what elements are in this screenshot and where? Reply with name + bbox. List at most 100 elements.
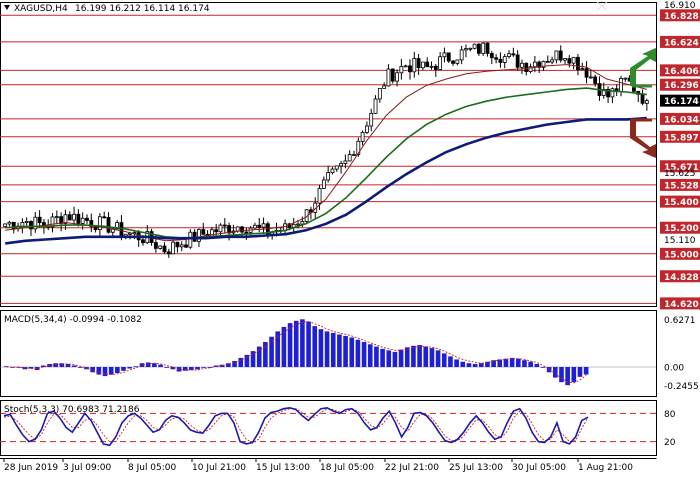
macd-bar	[250, 351, 256, 368]
macd-bar	[4, 366, 9, 368]
candle-body	[545, 60, 550, 63]
stoch-main-line	[3, 406, 589, 447]
candle-body	[532, 61, 537, 68]
macd-bar	[10, 367, 15, 368]
level-price-badge	[660, 9, 700, 22]
macd-bar	[552, 367, 558, 378]
macd-bar	[170, 367, 176, 370]
candle-body	[222, 224, 227, 227]
candle-body	[610, 88, 615, 98]
level-price-label: 15.200	[664, 224, 699, 234]
macd-bar	[189, 367, 194, 371]
moving-average-line	[5, 87, 647, 240]
level-price-badge	[660, 247, 700, 260]
macd-bar	[330, 332, 336, 368]
macd-axis-label: 0.6271	[664, 316, 696, 326]
candle-body	[347, 154, 352, 162]
macd-bar	[121, 367, 126, 371]
candle-body	[528, 66, 533, 72]
candle-body	[253, 224, 257, 229]
level-price-badge	[660, 64, 700, 77]
candle-body	[619, 78, 623, 92]
candle-body	[128, 232, 132, 235]
macd-axis-label: 0.00	[664, 364, 684, 374]
candle-body	[446, 52, 451, 62]
candle-body	[360, 132, 365, 142]
candle-body	[184, 244, 188, 248]
macd-bar	[275, 331, 281, 368]
candle-body	[162, 245, 167, 253]
moving-average-line	[5, 116, 647, 245]
candle-body	[214, 229, 219, 233]
close-icon	[596, 1, 608, 11]
candle-body	[567, 58, 572, 64]
candle-body	[502, 56, 507, 63]
level-price-label: 15.671	[664, 163, 699, 173]
macd-bar	[164, 367, 170, 368]
candle-body	[261, 223, 266, 228]
macd-bar	[546, 367, 552, 373]
macd-axis-label: -0.2455	[664, 382, 699, 392]
macd-bar	[195, 367, 200, 370]
stoch-axis-label: 20	[664, 438, 676, 448]
time-axis-label: 22 Jul 21:00	[385, 463, 439, 473]
candle-body	[558, 50, 563, 61]
macd-bar	[540, 367, 546, 368]
time-axis-label: 1 Aug 21:00	[578, 463, 633, 473]
candle-body	[244, 231, 249, 234]
candle-body	[141, 239, 145, 244]
arrow-down-icon	[630, 118, 656, 158]
panel-frame-1	[0, 2, 657, 307]
candle-body	[472, 43, 477, 49]
candle-body	[395, 72, 399, 82]
macd-bar	[232, 360, 237, 368]
candle-body	[300, 220, 305, 225]
candle-body	[63, 214, 68, 224]
candle-body	[80, 217, 85, 224]
macd-bar	[59, 363, 65, 368]
candle-body	[3, 223, 8, 227]
moving-average-line	[5, 64, 647, 242]
candle-body	[606, 88, 610, 98]
level-price-badge	[660, 160, 700, 173]
candle-body	[403, 65, 408, 68]
symbol-title: XAGUSD,H4	[14, 4, 68, 14]
level-price-label: 16.828	[664, 12, 699, 22]
candle-body	[438, 56, 443, 70]
candle-body	[257, 224, 262, 228]
level-price-badge	[660, 78, 700, 91]
time-axis-label: 28 Jun 2019	[4, 463, 58, 473]
candle-body	[580, 68, 585, 71]
ohlc-values: 16.199 16.212 16.114 16.174	[75, 4, 210, 14]
candle-body	[464, 48, 468, 51]
candle-body	[498, 58, 503, 63]
macd-bar	[176, 367, 182, 372]
macd-bar	[565, 367, 570, 386]
candle-body	[330, 168, 335, 174]
time-axis-label: 25 Jul 13:00	[449, 463, 503, 473]
macd-bar	[145, 362, 151, 368]
collapse-triangle-icon	[4, 5, 10, 10]
candle-body	[433, 65, 438, 70]
macd-bar	[429, 348, 435, 368]
candle-body	[563, 58, 567, 61]
candle-body	[420, 61, 425, 69]
macd-bar	[133, 366, 139, 368]
macd-bar	[300, 319, 305, 368]
macd-bar	[509, 357, 515, 368]
macd-bar	[158, 364, 163, 368]
candle-body	[369, 112, 374, 127]
candle-body	[494, 57, 499, 60]
macd-bar	[244, 354, 250, 368]
macd-bar	[417, 345, 422, 368]
macd-bar	[478, 363, 484, 368]
candle-body	[412, 58, 417, 73]
macd-bar	[108, 367, 114, 375]
candle-body	[153, 242, 158, 249]
macd-bar	[528, 361, 533, 368]
macd-bar	[411, 345, 416, 368]
macd-bar	[386, 350, 392, 368]
candle-body	[373, 98, 378, 114]
candle-body	[334, 165, 339, 170]
